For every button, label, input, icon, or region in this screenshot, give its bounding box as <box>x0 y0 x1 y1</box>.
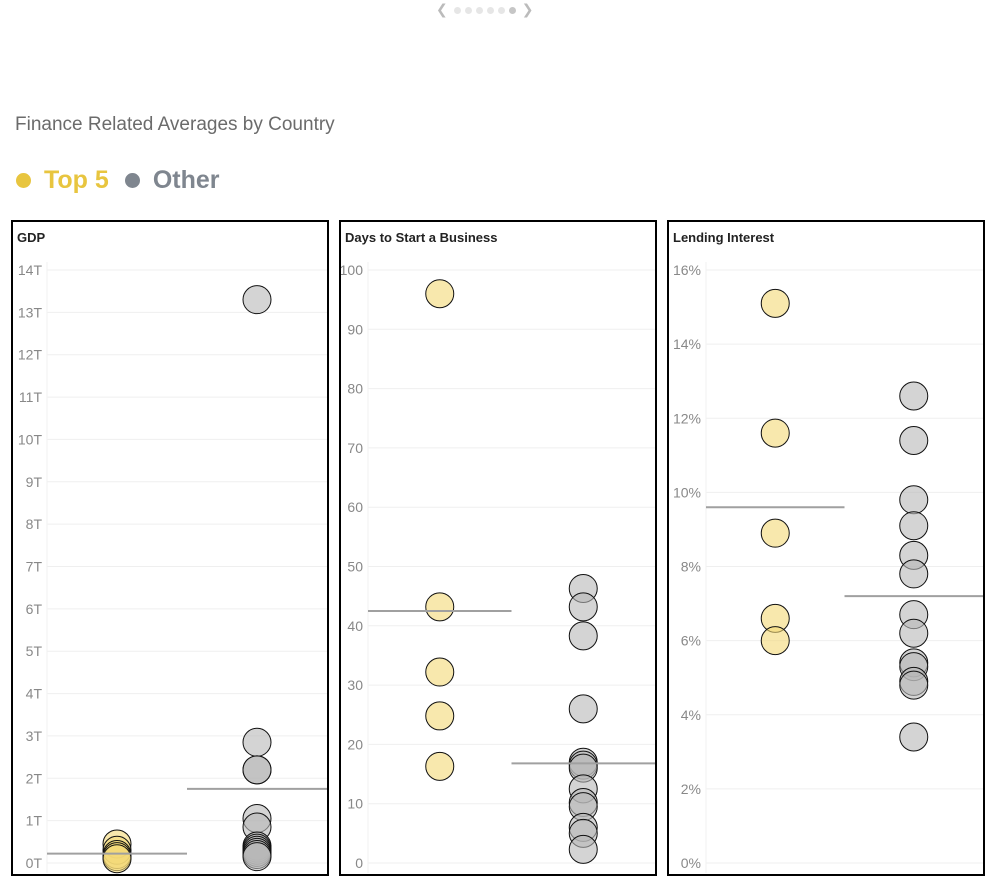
lending-chart: 0% 2% 4% 6% 8% 10% 12% 14% 16% <box>673 262 983 873</box>
y-tick-label: 10 <box>347 796 363 812</box>
data-point[interactable] <box>899 618 929 648</box>
days-panel: Days to Start a Business 0 10 20 30 40 50 60 70… <box>339 220 657 876</box>
data-point[interactable] <box>242 727 272 757</box>
y-tick-label: 1T <box>26 813 43 829</box>
y-tick-label: 60 <box>347 499 363 515</box>
days-chart: 0 10 20 30 40 50 60 70 80 90 100 <box>341 262 655 873</box>
page-dot[interactable] <box>508 6 516 14</box>
series-top5 <box>760 288 790 656</box>
y-tick-label: 90 <box>347 321 363 337</box>
chevron-left-icon[interactable]: ❮ <box>436 2 448 18</box>
y-tick-label: 9T <box>26 474 43 490</box>
data-point[interactable] <box>242 285 272 315</box>
y-tick-label: 6% <box>681 633 701 649</box>
lending-panel: Lending Interest 0% 2% 4% 6% 8% 10% 12% 14% 16% <box>667 220 985 876</box>
y-tick-label: 20 <box>347 736 363 752</box>
data-point[interactable] <box>760 288 790 318</box>
dashboard-title: Finance Related Averages by Country <box>15 114 335 135</box>
gdp-panel: GDP 0T 1T 2T 3T 4T 5T 6T 7T 8T 9T 10T 11T 12T 13T 14T <box>11 220 329 876</box>
data-point[interactable] <box>425 279 455 309</box>
legend-label: Top 5 <box>44 166 109 194</box>
y-tick-label: 50 <box>347 559 363 575</box>
y-tick-label: 14% <box>673 336 701 352</box>
legend-dot <box>124 173 140 188</box>
data-point[interactable] <box>568 621 598 651</box>
panel-title: Days to Start a Business <box>345 230 498 245</box>
page-navigator: ❮ ❯ <box>436 0 533 20</box>
y-tick-label: 4T <box>26 686 43 702</box>
page-dot[interactable] <box>475 6 483 14</box>
data-point[interactable] <box>899 670 929 700</box>
page-dot[interactable] <box>497 6 505 14</box>
data-point[interactable] <box>568 694 598 724</box>
data-point[interactable] <box>242 842 272 872</box>
data-point[interactable] <box>760 518 790 548</box>
legend-label: Other <box>152 166 220 194</box>
y-tick-label: 30 <box>347 677 363 693</box>
series-other <box>242 285 272 872</box>
data-point[interactable] <box>425 657 455 687</box>
data-point[interactable] <box>899 722 929 752</box>
y-tick-label: 2% <box>681 781 701 797</box>
data-point[interactable] <box>568 592 598 622</box>
chevron-right-icon[interactable]: ❯ <box>521 2 534 18</box>
series-other <box>568 573 598 864</box>
y-tick-label: 0% <box>681 855 701 871</box>
data-point[interactable] <box>899 425 929 455</box>
series-top5 <box>425 279 455 781</box>
gdp-chart: 0T 1T 2T 3T 4T 5T 6T 7T 8T 9T 10T 11T 12T 13T 14T <box>18 262 327 874</box>
y-tick-label: 2T <box>26 770 43 786</box>
data-point[interactable] <box>102 844 132 874</box>
y-tick-label: 8T <box>26 516 43 532</box>
data-point[interactable] <box>425 592 455 622</box>
data-point[interactable] <box>760 418 790 448</box>
series-top5 <box>102 829 132 874</box>
y-tick-label: 16% <box>673 262 701 278</box>
page-dot[interactable] <box>464 6 472 14</box>
panel-title: GDP <box>17 230 46 245</box>
y-tick-label: 14T <box>18 262 43 278</box>
y-tick-label: 5T <box>26 643 43 659</box>
y-tick-label: 80 <box>347 381 363 397</box>
page-dot[interactable] <box>453 6 461 14</box>
y-tick-label: 0T <box>26 855 43 871</box>
y-tick-label: 4% <box>681 707 701 723</box>
y-tick-label: 12T <box>18 347 43 363</box>
y-tick-label: 0 <box>355 855 363 871</box>
series-other <box>899 381 929 752</box>
y-tick-label: 3T <box>26 728 43 744</box>
y-tick-label: 8% <box>681 559 701 575</box>
data-point[interactable] <box>760 626 790 656</box>
y-tick-label: 10T <box>18 431 43 447</box>
y-tick-label: 100 <box>341 262 363 278</box>
y-tick-label: 7T <box>26 559 43 575</box>
y-tick-label: 12% <box>673 410 701 426</box>
data-point[interactable] <box>425 701 455 731</box>
y-tick-label: 13T <box>18 304 43 320</box>
panel-title: Lending Interest <box>673 230 775 245</box>
data-point[interactable] <box>568 834 598 864</box>
legend-dot <box>16 173 31 188</box>
legend-item-top5[interactable]: Top 5 <box>16 166 109 195</box>
page-dot[interactable] <box>486 6 494 14</box>
data-point[interactable] <box>899 381 929 411</box>
y-tick-label: 6T <box>26 601 43 617</box>
y-tick-label: 70 <box>347 440 363 456</box>
y-tick-label: 40 <box>347 618 363 634</box>
data-point[interactable] <box>899 559 929 589</box>
data-point[interactable] <box>425 751 455 781</box>
y-tick-label: 11T <box>19 389 43 405</box>
data-point[interactable] <box>242 755 272 785</box>
data-point[interactable] <box>899 485 929 515</box>
legend: Top 5 Other <box>16 166 236 195</box>
legend-item-other[interactable]: Other <box>124 166 220 195</box>
data-point[interactable] <box>899 511 929 541</box>
y-tick-label: 10% <box>673 484 701 500</box>
